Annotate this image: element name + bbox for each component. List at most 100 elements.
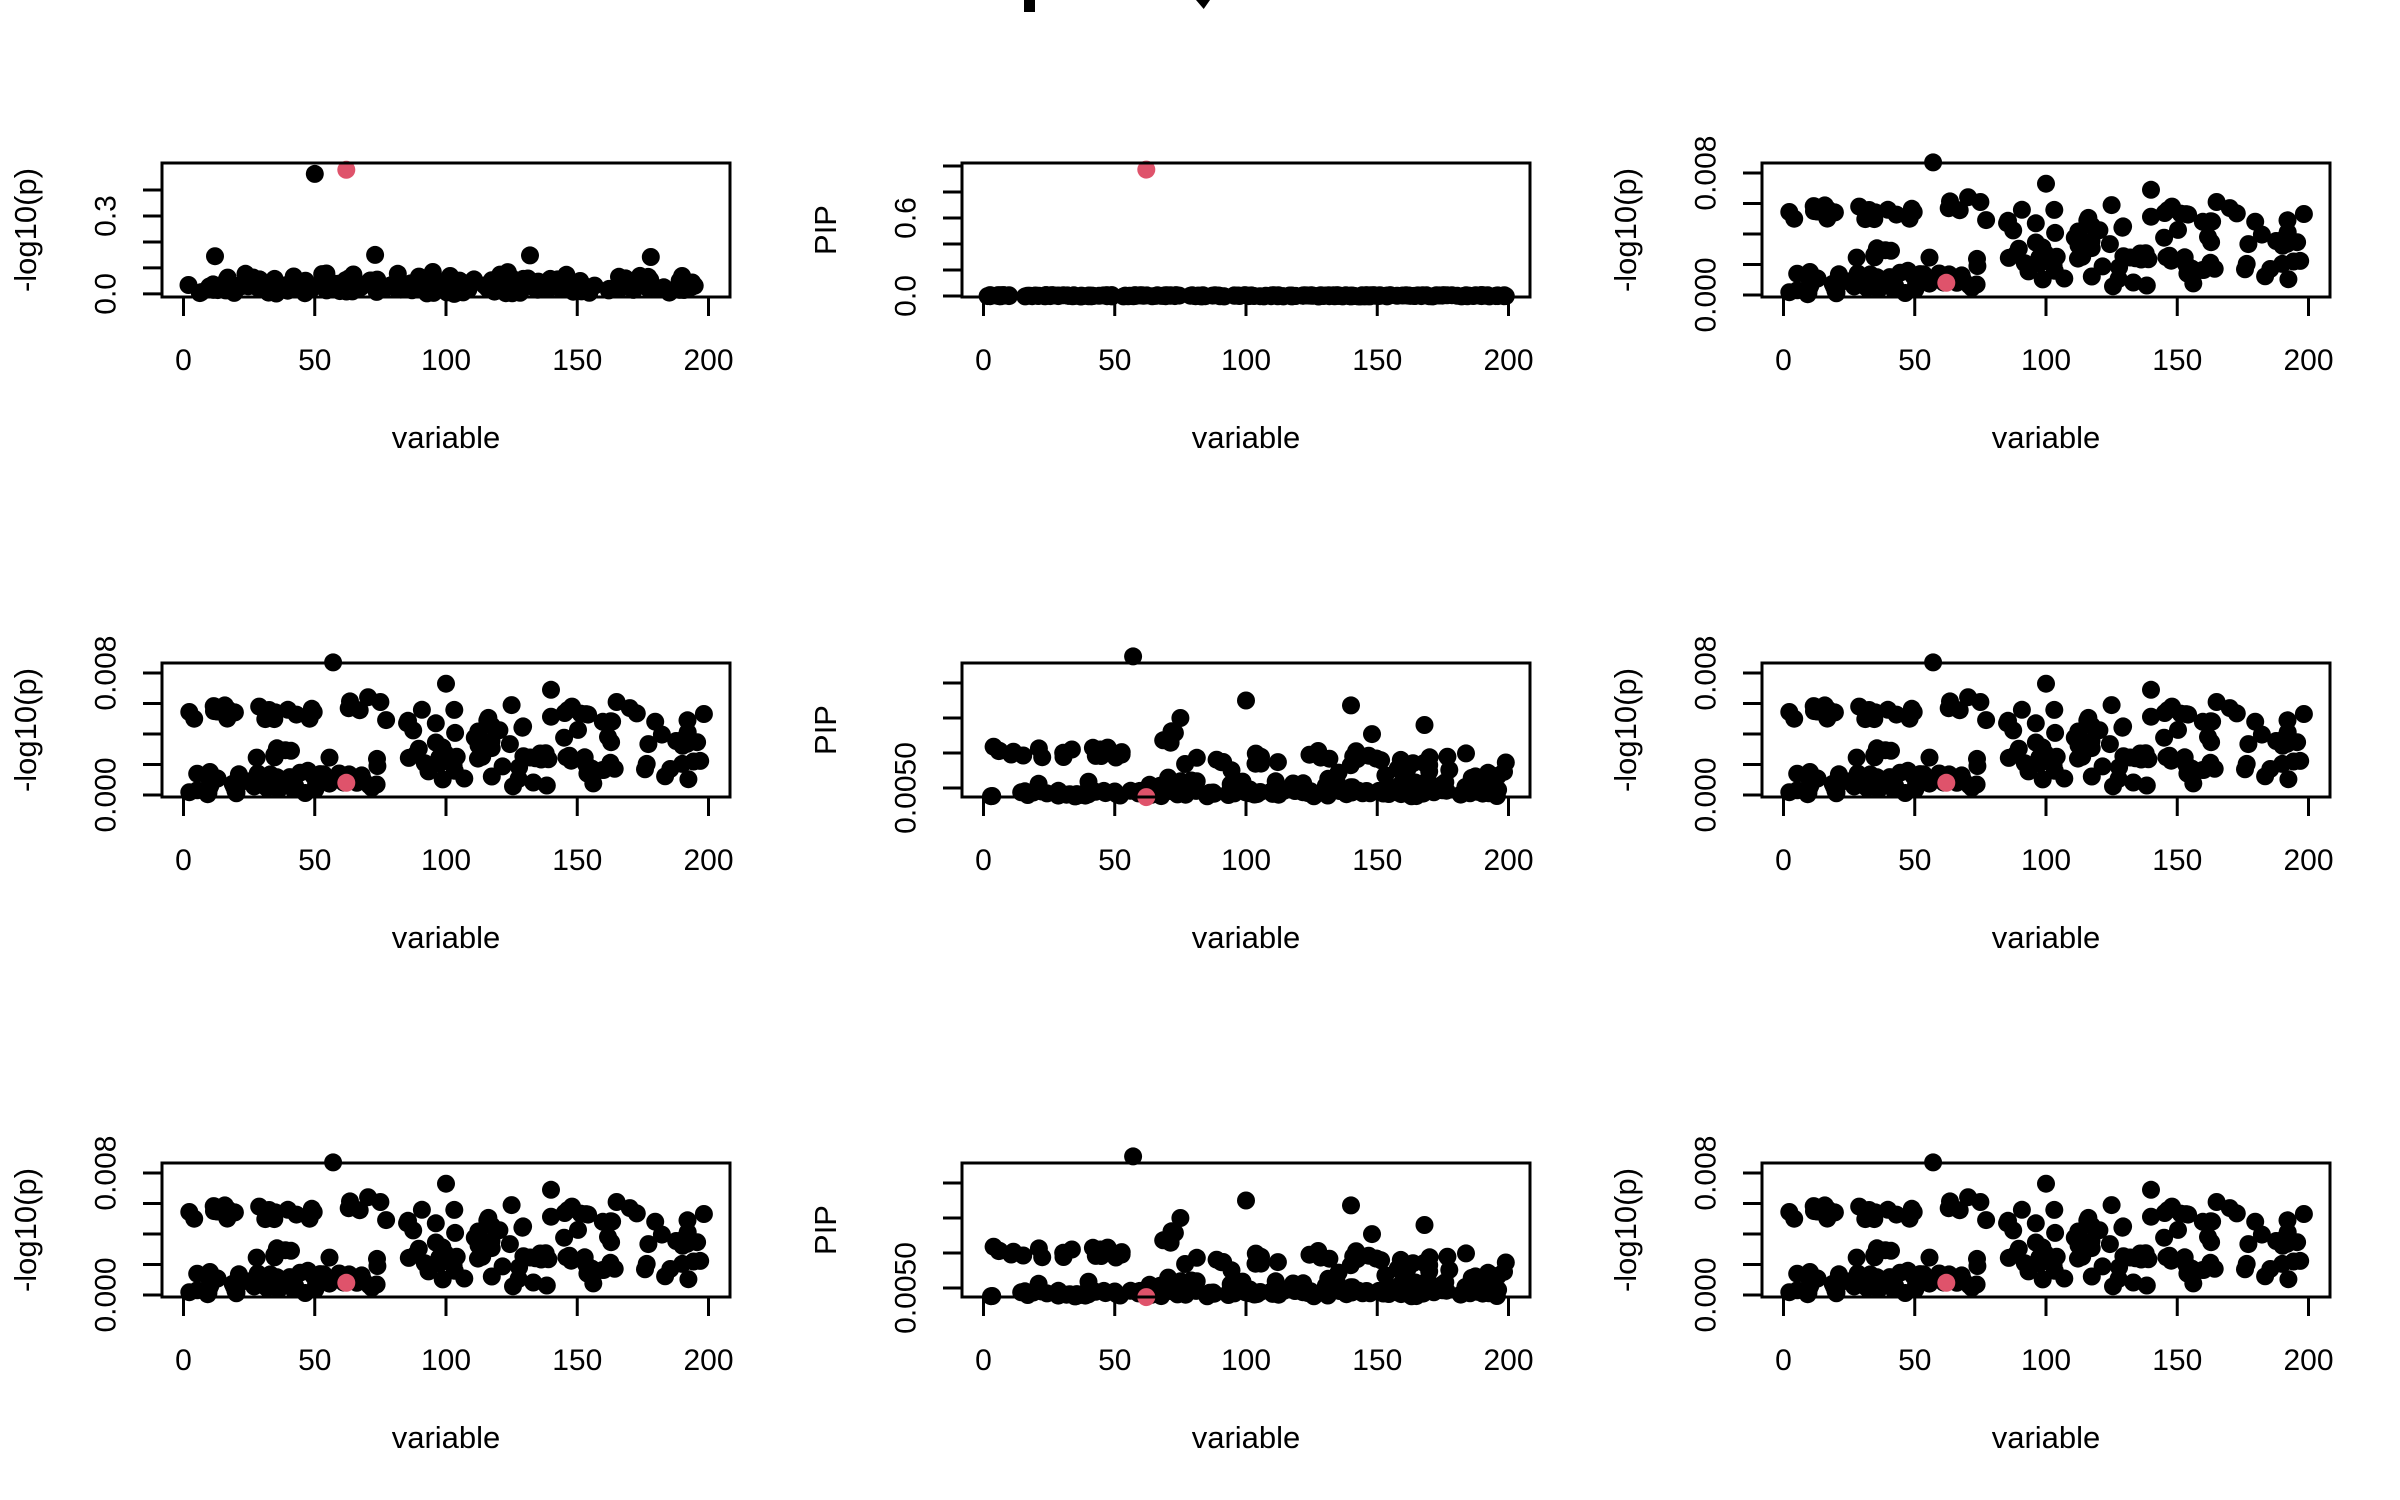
data-point bbox=[1297, 286, 1316, 305]
outlier-point bbox=[1029, 774, 1048, 793]
data-point bbox=[1999, 248, 2018, 267]
data-point bbox=[1344, 747, 1363, 766]
x-tick-label: 0 bbox=[175, 844, 192, 877]
data-point bbox=[1466, 767, 1485, 786]
x-tick-label: 0 bbox=[975, 344, 992, 377]
data-point bbox=[2033, 1270, 2052, 1289]
data-point bbox=[1880, 774, 1899, 793]
data-point bbox=[2137, 276, 2156, 295]
data-point bbox=[2069, 1249, 2087, 1268]
data-point bbox=[320, 748, 339, 767]
data-point bbox=[524, 773, 543, 792]
data-point bbox=[260, 701, 279, 719]
data-point bbox=[1804, 197, 1823, 216]
data-point bbox=[2069, 249, 2087, 268]
x-tick-label: 150 bbox=[2152, 344, 2202, 377]
outlier-point bbox=[1124, 647, 1143, 666]
y-axis-title: -log10(p) bbox=[1608, 1168, 1643, 1292]
y-tick-label: 0.6 bbox=[890, 197, 923, 239]
x-axis-title: variable bbox=[1992, 920, 2101, 955]
data-point bbox=[185, 1209, 204, 1228]
data-point bbox=[2256, 267, 2275, 286]
x-tick-label: 100 bbox=[421, 1344, 471, 1377]
x-axis-title: variable bbox=[392, 420, 501, 455]
data-point bbox=[1284, 774, 1303, 793]
data-point bbox=[1862, 272, 1881, 291]
data-point bbox=[1788, 1264, 1807, 1283]
data-point bbox=[1798, 785, 1817, 804]
data-point bbox=[2012, 200, 2031, 219]
data-point bbox=[296, 271, 315, 290]
data-point bbox=[1324, 286, 1343, 305]
data-point bbox=[1344, 1247, 1363, 1266]
outlier-point bbox=[371, 693, 390, 711]
y-axis-title: PIP bbox=[808, 205, 843, 255]
data-point bbox=[1002, 1245, 1021, 1264]
data-point bbox=[1825, 203, 1844, 222]
y-axis-title: -log10(p) bbox=[1608, 668, 1643, 792]
outlier-point bbox=[2037, 174, 2055, 193]
data-point bbox=[579, 705, 598, 724]
x-tick-label: 100 bbox=[421, 344, 471, 377]
outlier-point bbox=[1342, 1196, 1360, 1215]
outlier-point bbox=[1029, 1274, 1048, 1293]
data-point bbox=[304, 1266, 323, 1285]
data-point bbox=[2199, 727, 2217, 746]
data-point bbox=[2124, 273, 2143, 292]
data-point bbox=[1341, 778, 1360, 797]
outlier-point bbox=[2163, 1197, 2181, 1216]
y-axis-title: PIP bbox=[808, 705, 843, 755]
data-point bbox=[2175, 248, 2194, 267]
panel-r2c3: 0.000 0.008 0 50 100 150 200 -log10(p) variable bbox=[1608, 636, 2334, 955]
data-point bbox=[2137, 776, 2156, 795]
data-point bbox=[2199, 227, 2217, 246]
data-point bbox=[1904, 1266, 1923, 1285]
data-point bbox=[179, 276, 198, 294]
data-point bbox=[2239, 1235, 2258, 1254]
data-point bbox=[2279, 1270, 2298, 1289]
data-point bbox=[1785, 1209, 1804, 1228]
data-point bbox=[2256, 1267, 2275, 1286]
data-point bbox=[1067, 785, 1086, 804]
outlier-point bbox=[607, 1193, 626, 1211]
data-point bbox=[1878, 700, 1897, 719]
data-point bbox=[2199, 1227, 2217, 1246]
x-tick-label: 150 bbox=[1352, 1344, 1402, 1377]
data-point bbox=[226, 781, 245, 800]
x-tick-label: 100 bbox=[1221, 844, 1271, 877]
data-point bbox=[2288, 1233, 2307, 1252]
data-point bbox=[426, 714, 445, 733]
data-point bbox=[2169, 220, 2187, 239]
outlier-point bbox=[371, 1193, 390, 1211]
data-point bbox=[1204, 1283, 1223, 1302]
outlier-point bbox=[1171, 1209, 1190, 1227]
x-axis-title: variable bbox=[392, 920, 501, 955]
data-point bbox=[225, 1203, 244, 1222]
data-point bbox=[652, 725, 671, 744]
x-tick-label: 0 bbox=[175, 344, 192, 377]
outlier-point bbox=[502, 1196, 521, 1215]
data-point bbox=[433, 1270, 452, 1289]
data-point bbox=[2178, 764, 2197, 783]
data-point bbox=[2294, 705, 2313, 723]
highlight-point bbox=[1937, 773, 1956, 792]
data-point bbox=[300, 1209, 319, 1228]
data-point bbox=[2169, 720, 2187, 739]
data-point bbox=[1968, 757, 1987, 775]
data-point bbox=[2100, 235, 2119, 254]
outlier-point bbox=[2278, 1211, 2297, 1230]
outlier-point bbox=[1237, 1191, 1255, 1210]
data-point bbox=[2201, 1212, 2220, 1231]
data-point bbox=[1847, 248, 1866, 267]
data-point bbox=[1920, 748, 1939, 767]
data-point bbox=[468, 1229, 487, 1248]
x-tick-label: 50 bbox=[1898, 344, 1931, 377]
outlier-point bbox=[1415, 1216, 1434, 1234]
data-point bbox=[1900, 709, 1919, 728]
data-point bbox=[2267, 732, 2286, 750]
data-point bbox=[1159, 1268, 1178, 1287]
data-point bbox=[513, 718, 532, 737]
data-point bbox=[1785, 709, 1804, 728]
outlier-point bbox=[2207, 693, 2226, 711]
data-point bbox=[1968, 1257, 1987, 1275]
